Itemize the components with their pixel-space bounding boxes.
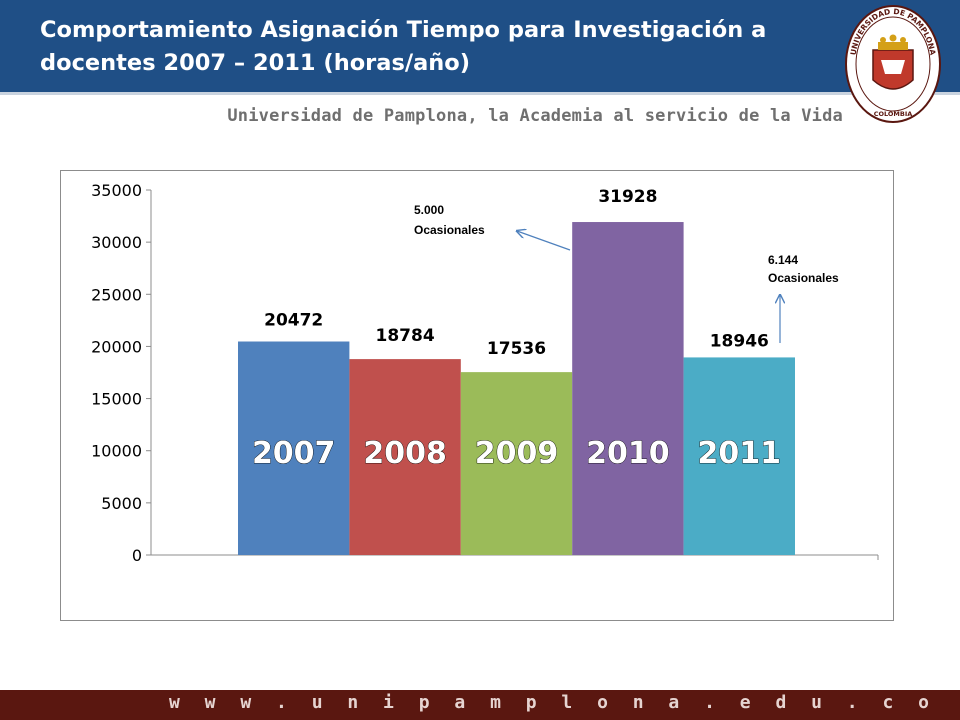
annotation-2010-arrow	[517, 231, 571, 251]
annotation-2011-label: Ocasionales	[768, 271, 839, 285]
header-bar: Comportamiento Asignación Tiempo para In…	[0, 0, 960, 95]
category-label-2010: 2010	[586, 436, 670, 471]
category-label-2008: 2008	[363, 436, 447, 471]
slide-title: Comportamiento Asignación Tiempo para In…	[40, 17, 767, 76]
logo-bottom-text: COLOMBIA	[874, 110, 913, 118]
footer-bar: w w w . u n i p a m p l o n a . e d u . …	[0, 690, 960, 720]
category-label-2009: 2009	[475, 436, 559, 471]
y-tick-label: 30000	[91, 233, 142, 252]
annotation-2010-label: Ocasionales	[414, 223, 485, 237]
y-tick-label: 5000	[101, 494, 142, 513]
slide-subtitle: Universidad de Pamplona, la Academia al …	[227, 106, 843, 126]
y-tick-label: 10000	[91, 442, 142, 461]
y-tick-label: 35000	[91, 181, 142, 200]
coat-of-arms-icon	[872, 34, 914, 90]
footer-url: w w w . u n i p a m p l o n a . e d u . …	[169, 692, 936, 713]
data-label-2009: 17536	[487, 339, 546, 359]
category-label-2007: 2007	[252, 436, 336, 471]
data-label-2008: 18784	[376, 326, 435, 346]
annotation-2010-value: 5.000	[414, 203, 444, 217]
bar-2011	[683, 357, 795, 555]
bar-2009	[460, 372, 573, 555]
annotation-2011-value: 6.144	[768, 253, 798, 267]
y-tick-label: 20000	[91, 337, 142, 356]
data-label-2011: 18946	[710, 331, 769, 351]
bar-2010	[572, 222, 684, 556]
y-tick-label: 15000	[91, 390, 142, 409]
data-label-2007: 20472	[264, 311, 323, 331]
data-label-2010: 31928	[598, 187, 657, 207]
university-logo: UNIVERSIDAD DE PAMPLONA COLOMBIA	[845, 5, 941, 123]
y-tick-label: 0	[132, 546, 142, 565]
category-label-2011: 2011	[698, 436, 782, 471]
y-tick-label: 25000	[91, 285, 142, 304]
bar-2008	[349, 359, 461, 555]
bar-2007	[238, 341, 350, 555]
